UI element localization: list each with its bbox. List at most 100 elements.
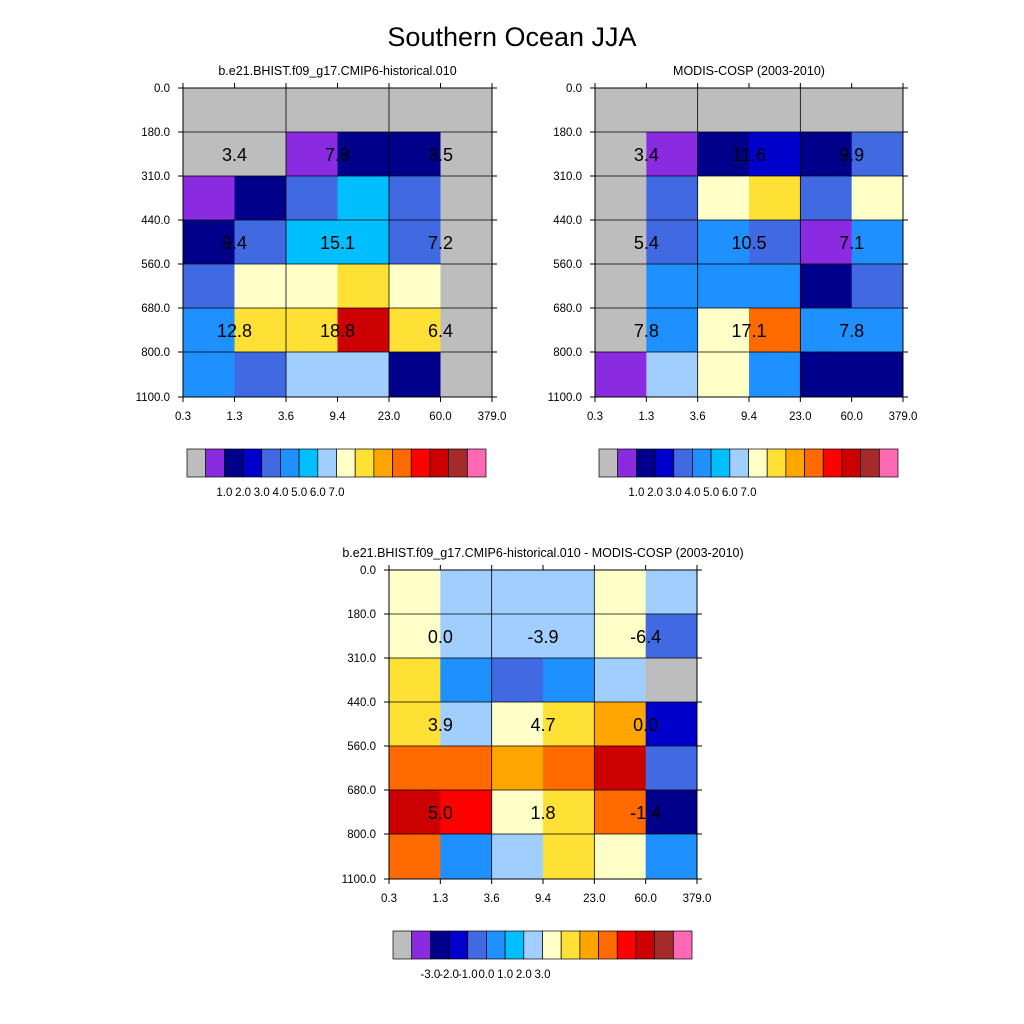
heatmap-cell — [697, 352, 750, 398]
heatmap-cell — [749, 220, 801, 265]
cell-annotation: 0.0 — [428, 627, 453, 647]
y-tick-label: 1100.0 — [136, 392, 170, 404]
heatmap-cell — [595, 220, 647, 265]
heatmap-cell — [286, 88, 338, 133]
heatmap-cell — [337, 220, 390, 265]
cell-annotation: 7.8 — [839, 321, 864, 341]
colorbar-swatch — [654, 448, 675, 478]
cell-annotation: 18.8 — [320, 321, 355, 341]
heatmap-cell — [851, 264, 904, 309]
colorbar-swatch — [392, 930, 413, 960]
x-tick-label: 23.0 — [583, 893, 605, 905]
heatmap-cell — [645, 834, 698, 880]
colorbar-label: -2.0 — [439, 969, 459, 981]
heatmap-cell — [645, 746, 698, 791]
colorbar-swatch — [878, 448, 899, 478]
colorbar-label: 7.0 — [329, 487, 345, 499]
heatmap-cell — [440, 790, 493, 835]
heatmap-cell — [594, 570, 647, 615]
cell-annotation: 3.4 — [222, 145, 247, 165]
colorbar-swatch — [673, 448, 693, 478]
colorbar-swatch — [448, 448, 468, 478]
heatmap-cell — [491, 834, 544, 880]
heatmap-cell — [851, 308, 904, 353]
colorbar-label: 1.0 — [628, 487, 644, 499]
heatmap-cell — [491, 790, 544, 835]
heatmap-cell — [234, 220, 287, 265]
heatmap-cell — [595, 176, 647, 221]
cell-annotation: 4.7 — [530, 715, 555, 735]
x-tick-label: 9.4 — [330, 411, 347, 423]
heatmap-cell — [645, 570, 698, 615]
heatmap-cell — [389, 88, 441, 133]
heatmap-cell — [646, 352, 699, 398]
x-tick-label: 0.3 — [381, 893, 397, 905]
colorbar-swatch — [579, 930, 599, 960]
cell-annotation: 15.1 — [320, 233, 355, 253]
heatmap-cell — [594, 658, 647, 703]
heatmap-cell — [491, 658, 544, 703]
colorbar-swatch — [354, 448, 375, 478]
colorbar-label: 6.0 — [310, 487, 326, 499]
heatmap-cell — [543, 658, 595, 703]
colorbar-swatch — [317, 448, 337, 478]
heatmap-cell — [234, 308, 287, 353]
colorbar-swatch — [598, 930, 618, 960]
heatmap-cell — [440, 88, 493, 133]
x-tick-label: 379.0 — [478, 411, 507, 423]
heatmap-cell — [234, 176, 287, 221]
cell-annotation: 9.9 — [839, 145, 864, 165]
heatmap-cell — [440, 658, 493, 703]
heatmap-cell — [594, 746, 647, 791]
heatmap-cell — [800, 220, 853, 265]
y-tick-label: 310.0 — [553, 171, 582, 183]
y-tick-label: 680.0 — [141, 303, 170, 315]
y-tick-label: 800.0 — [553, 347, 582, 359]
colorbar-swatch — [504, 930, 525, 960]
panel-2: MODIS-COSP (2003-2010) 0.3 1.3 3.6 9.4 23.0 60… — [548, 64, 918, 499]
heatmap-cell — [389, 790, 441, 835]
colorbar-label: 7.0 — [741, 487, 757, 499]
colorbar-swatch — [748, 448, 768, 478]
heatmap-cell — [594, 614, 647, 659]
panel-title: b.e21.BHIST.f09_g17.CMIP6-historical.010… — [342, 546, 743, 560]
heatmap-cell — [645, 702, 698, 747]
x-tick-label: 9.4 — [741, 411, 758, 423]
heatmap-cell — [543, 790, 595, 835]
heatmap-cell — [183, 220, 235, 265]
colorbar-swatch — [822, 448, 843, 478]
heatmap-cell — [851, 176, 904, 221]
heatmap-cell — [645, 790, 698, 835]
x-tick-label: 0.3 — [587, 411, 603, 423]
heatmap-cell — [440, 308, 493, 353]
colorbar-swatch — [430, 930, 450, 960]
cell-annotation: 0.0 — [633, 715, 658, 735]
heatmap-cell — [491, 702, 544, 747]
heatmap-cell — [543, 702, 595, 747]
heatmap-cell — [697, 264, 750, 309]
heatmap-cell — [440, 614, 493, 659]
colorbar-label: -3.0 — [420, 969, 440, 981]
x-tick-label: 60.0 — [840, 411, 862, 423]
heatmap-cell — [389, 132, 441, 177]
heatmap-cell — [543, 834, 595, 880]
colorbar-swatch — [280, 448, 300, 478]
colorbar-label: 3.0 — [254, 487, 270, 499]
colorbar-swatch — [692, 448, 712, 478]
heatmap-cell — [389, 352, 441, 398]
colorbar-swatch — [654, 930, 674, 960]
cell-annotation: 3.9 — [428, 715, 453, 735]
heatmap-cell — [645, 614, 698, 659]
colorbar-swatch — [392, 448, 412, 478]
y-tick-label: 560.0 — [141, 259, 170, 271]
colorbar-label: 2.0 — [647, 487, 663, 499]
heatmap-cell — [800, 352, 853, 398]
heatmap-cell — [697, 220, 750, 265]
heatmap-cell — [389, 264, 441, 309]
panels: b.e21.BHIST.f09_g17.CMIP6-historical.010… — [136, 64, 918, 981]
colorbar-label: 1.0 — [497, 969, 513, 981]
cell-annotation: 5.0 — [428, 803, 453, 823]
cell-annotation: 7.2 — [428, 233, 453, 253]
heatmap-cell — [234, 264, 287, 309]
heatmap-cell — [337, 352, 390, 398]
